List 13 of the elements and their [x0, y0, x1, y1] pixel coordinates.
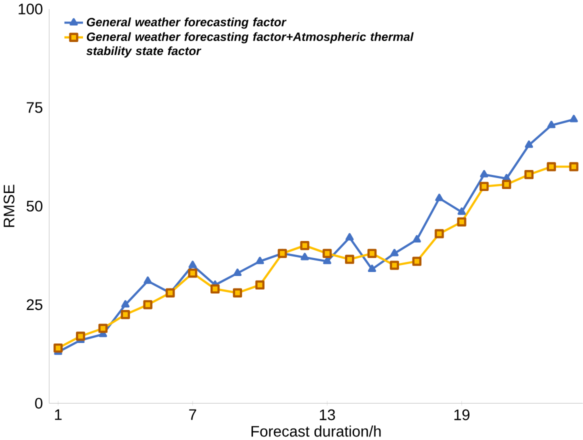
y-tick-label: 75	[26, 102, 42, 113]
y-tick-label: 0	[35, 398, 42, 408]
y-tick-label: 100	[18, 3, 42, 14]
legend-label: General weather forecasting factor	[86, 17, 287, 29]
y-tick-label: 25	[26, 299, 42, 310]
x-tick-label: 19	[454, 409, 470, 420]
y-tick-label: 50	[26, 200, 42, 212]
x-tick-label: 1	[55, 409, 62, 420]
y-axis-title: RMSE	[4, 184, 14, 227]
legend-label: General weather forecasting factor+Atmospheric thermal stability state factor	[86, 32, 414, 58]
x-tick-label: 7	[189, 409, 196, 420]
x-axis-title: Forecast duration/h	[252, 425, 381, 437]
x-tick-label: 13	[320, 409, 335, 420]
